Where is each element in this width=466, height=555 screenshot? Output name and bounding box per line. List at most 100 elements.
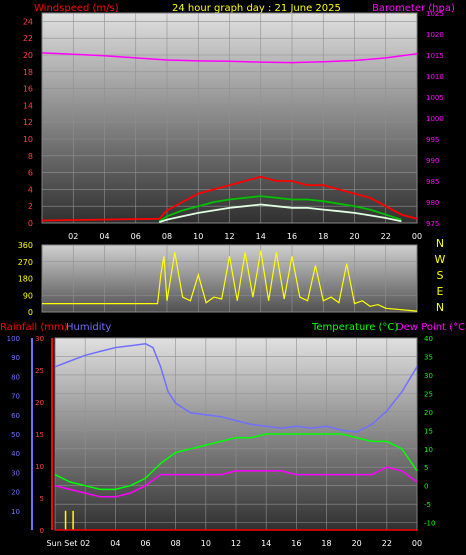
x-tick-label: 18: [321, 539, 331, 548]
humidity-tick-label: 80: [11, 373, 20, 381]
x-tick-label: 06: [140, 539, 150, 548]
y2-tick-label: 1010: [426, 73, 444, 81]
x-tick-label: 16: [287, 232, 297, 241]
y-tick-label: 20: [23, 51, 33, 60]
temperature-label: Temperature (°C): [311, 322, 398, 333]
wind-direction-axis: 0 90 180 270 360: [18, 241, 33, 317]
compass-letter: S: [437, 269, 444, 282]
x-tick-label: 12: [224, 232, 234, 241]
x-tick-label: 22: [381, 232, 391, 241]
y-tick-label: 2: [28, 202, 33, 211]
rain-tick-label: 25: [35, 367, 44, 375]
x-tick-label: 12: [231, 539, 241, 548]
y2-tick-label: 990: [426, 157, 439, 165]
dewpoint-label: Dew Point (°C): [396, 322, 466, 333]
chart-title: 24 hour graph day : 21 June 2025: [172, 3, 341, 14]
temp-tick-label: 40: [424, 335, 433, 343]
rain-tick-label: 20: [35, 399, 44, 407]
humidity-axis: 10 20 30 40 50 60 70 80 90 100: [7, 335, 33, 530]
temp-tick-label: -10: [424, 520, 435, 528]
temp-tick-label: 35: [424, 353, 433, 361]
y-tick-label: 270: [18, 258, 33, 267]
humidity-tick-label: 30: [11, 469, 20, 477]
y-tick-label: 0: [28, 219, 33, 228]
series-line: [158, 195, 402, 223]
y-tick-label: 8: [28, 152, 33, 161]
x-tick-label: 20: [352, 539, 362, 548]
y-tick-label: 6: [28, 169, 33, 178]
temp-tick-label: 25: [424, 390, 433, 398]
x-tick-label: 10: [193, 232, 203, 241]
humidity-tick-label: 20: [11, 489, 20, 497]
temperature-humidity-series: [54, 343, 418, 531]
rain-tick-label: 10: [35, 463, 44, 471]
temperature-humidity-grid: [55, 337, 417, 530]
y2-tick-label: 1020: [426, 31, 444, 39]
humidity-tick-label: 60: [11, 412, 20, 420]
temp-tick-label: 0: [424, 483, 428, 491]
y2-tick-label: 985: [426, 178, 439, 186]
y-tick-label: 10: [23, 135, 33, 144]
rainfall-label: Rainfall (mm): [0, 322, 68, 333]
rain-tick-label: 0: [40, 527, 44, 535]
compass-letter: E: [437, 285, 444, 298]
temp-tick-label: 30: [424, 372, 433, 380]
compass-letter: N: [436, 301, 444, 314]
x-tick-label: 00: [412, 539, 422, 548]
x-tick-label: 04: [99, 232, 109, 241]
x-tick-label: 02: [80, 539, 90, 548]
humidity-tick-label: 100: [7, 335, 20, 343]
y-tick-label: 180: [18, 275, 33, 284]
humidity-tick-label: 10: [11, 508, 20, 516]
x-tick-label: 02: [68, 232, 78, 241]
series-line: [54, 343, 418, 433]
barometer-label: Barometer (hpa): [372, 3, 455, 14]
y2-tick-label: 995: [426, 136, 439, 144]
wind-time-axis: 02 04 06 08 10 12 14 16 18 20 22 00: [68, 232, 422, 241]
y2-tick-label: 1000: [426, 115, 444, 123]
x-tick-label: 04: [110, 539, 120, 548]
x-tick-label: 08: [171, 539, 181, 548]
x-tick-label: 00: [412, 232, 422, 241]
series-line: [158, 203, 402, 224]
humidity-tick-label: 50: [11, 431, 20, 439]
x-tick-label: 14: [261, 539, 271, 548]
wind-barometer-grid: [42, 13, 418, 224]
rain-tick-label: 5: [40, 495, 44, 503]
rainfall-axis: 0 5 10 15 20 25 30: [35, 335, 53, 535]
y-tick-label: 24: [23, 17, 33, 26]
temp-tick-label: 15: [424, 427, 433, 435]
y-tick-label: 0: [28, 308, 33, 317]
temperature-time-axis: Sun Set 02 04 06 08 10 12 14 16 18 20 22 00: [47, 539, 423, 548]
x-tick-label: 16: [291, 539, 301, 548]
humidity-tick-label: 70: [11, 393, 20, 401]
windspeed-label: Windspeed (m/s): [34, 3, 119, 14]
temp-tick-label: 10: [424, 446, 433, 454]
x-tick-label: 22: [382, 539, 392, 548]
series-line: [41, 175, 418, 222]
y-tick-label: 90: [23, 291, 33, 300]
humidity-label: Humidity: [66, 322, 111, 333]
temp-tick-label: -5: [424, 501, 431, 509]
temperature-axis: -10 -5 0 5 10 15 20 25 30 35 40: [424, 335, 435, 528]
rain-tick-label: 15: [35, 431, 44, 439]
compass-letter: W: [435, 253, 446, 266]
humidity-tick-label: 40: [11, 450, 20, 458]
wind-direction-series: [42, 250, 418, 312]
x-tick-label: 18: [318, 232, 328, 241]
x-tick-label: 06: [131, 232, 141, 241]
series-line: [54, 433, 418, 491]
x-tick-label: Sun Set: [47, 539, 78, 548]
y-tick-label: 4: [28, 185, 33, 194]
x-tick-label: 20: [349, 232, 359, 241]
y-tick-label: 12: [23, 118, 33, 127]
y2-tick-label: 1015: [426, 52, 444, 60]
wind-barometer-series: [41, 52, 418, 224]
humidity-tick-label: 90: [11, 354, 20, 362]
y2-tick-label: 975: [426, 220, 439, 228]
x-tick-label: 10: [201, 539, 211, 548]
y-tick-label: 18: [23, 68, 33, 77]
